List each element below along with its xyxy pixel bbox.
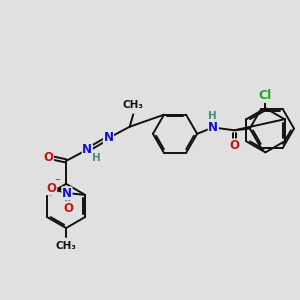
Text: H: H xyxy=(208,111,217,121)
Text: N: N xyxy=(82,143,92,156)
Text: O: O xyxy=(44,151,53,164)
Text: ⁻: ⁻ xyxy=(54,177,60,187)
Text: N: N xyxy=(103,131,113,144)
Text: CH₃: CH₃ xyxy=(56,241,76,251)
Text: N: N xyxy=(62,187,72,200)
Text: N: N xyxy=(208,121,218,134)
Text: CH₃: CH₃ xyxy=(123,100,144,110)
Text: Cl: Cl xyxy=(259,89,272,102)
Text: H: H xyxy=(92,153,100,163)
Text: O: O xyxy=(63,202,74,215)
Text: O: O xyxy=(46,182,57,195)
Text: O: O xyxy=(230,139,239,152)
